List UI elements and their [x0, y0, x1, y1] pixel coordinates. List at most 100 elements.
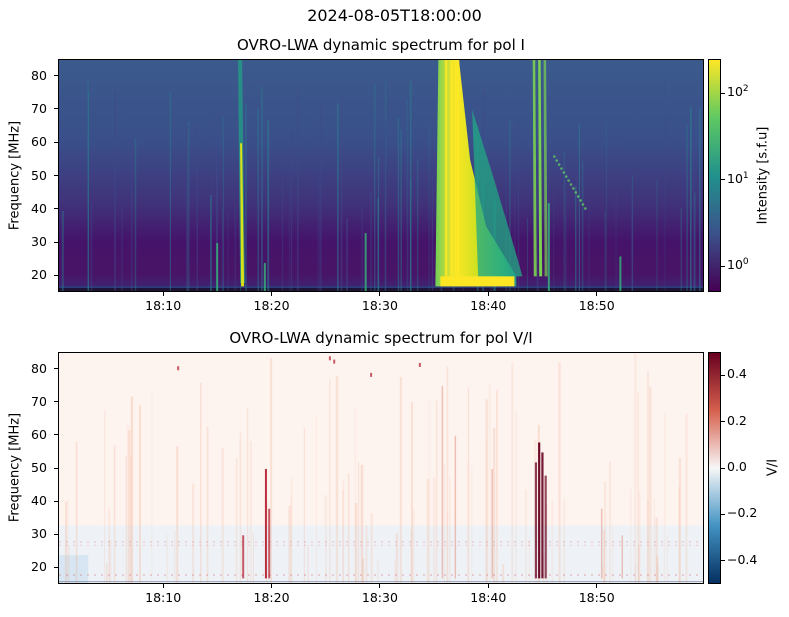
- panel1-streak: [664, 80, 666, 291]
- panel2-streak: [666, 534, 668, 583]
- x-tick-mark: [271, 584, 273, 588]
- panel1-streak: [267, 120, 270, 291]
- panel1-title: OVRO-LWA dynamic spectrum for pol I: [237, 36, 525, 54]
- panel1-streak: [630, 185, 632, 291]
- panel2-streak: [656, 565, 659, 583]
- panel2-streak: [563, 499, 566, 583]
- panel2-streak: [290, 495, 293, 583]
- panel2-streak: [139, 405, 142, 583]
- colorbar-tick-label: 0.4: [727, 366, 747, 382]
- panel1-streak: [134, 138, 137, 291]
- panel1-streak: [222, 116, 224, 291]
- figure-suptitle: 2024-08-05T18:00:00: [307, 6, 482, 25]
- panel2-streak: [443, 463, 446, 583]
- y-tick-mark: [54, 141, 58, 143]
- panel1-streak: [400, 129, 403, 291]
- panel1-streak: [61, 211, 64, 291]
- panel2-streak: [166, 534, 168, 583]
- panel2-streak: [493, 427, 496, 583]
- panel2-streak: [454, 482, 456, 583]
- panel1-burst-filament: [456, 60, 460, 277]
- panel2-streak: [678, 458, 682, 583]
- panel1-spectrogram: [58, 59, 704, 292]
- panel2-streak: [524, 489, 527, 583]
- panel1-streak: [536, 175, 539, 291]
- y-tick-mark: [54, 434, 58, 436]
- colorbar-tick-label: 101: [727, 170, 749, 186]
- panel1-streak: [604, 210, 606, 291]
- panel1-streak: [317, 163, 320, 291]
- x-tick-mark: [379, 292, 381, 296]
- panel2-streak: [221, 447, 224, 583]
- panel2-streak: [288, 505, 291, 583]
- panel1-streak: [290, 129, 293, 291]
- panel1-streak: [196, 125, 198, 291]
- x-tick-mark: [162, 584, 164, 588]
- colorbar-tick-mark: [721, 374, 725, 376]
- panel2-streak: [531, 568, 533, 583]
- y-tick-mark: [54, 75, 58, 77]
- panel1-streak: [680, 207, 683, 291]
- panel2-streak: [68, 545, 70, 583]
- panel2-streak: [601, 564, 604, 583]
- panel2-streak: [270, 358, 273, 583]
- panel2-streak: [200, 382, 202, 583]
- panel2-streak: [678, 486, 680, 583]
- x-tick-mark: [596, 584, 598, 588]
- panel2-streak: [329, 379, 331, 583]
- panel2-streak: [315, 414, 317, 583]
- panel1-streak: [216, 158, 218, 291]
- panel2-streak: [399, 376, 402, 583]
- panel2-streak: [426, 478, 430, 583]
- panel2-streak: [471, 464, 473, 583]
- panel2-polarized-burst-1844: [544, 475, 547, 579]
- panel1-burst-tail: [472, 109, 523, 277]
- colorbar-tick-label: 0.0: [727, 459, 747, 474]
- panel2-streak: [265, 501, 269, 583]
- panel2-streak: [436, 400, 438, 583]
- panel2-streak: [324, 495, 327, 583]
- panel2-streak: [655, 517, 658, 583]
- x-tick-label: 18:40: [470, 590, 507, 605]
- panel1-streak: [187, 121, 190, 291]
- panel2-streak: [515, 412, 517, 583]
- panel1-streak: [340, 95, 343, 291]
- panel1-streak: [319, 103, 322, 291]
- panel1-streak: [296, 88, 299, 291]
- colorbar-tick-mark: [721, 179, 725, 181]
- x-tick-label: 18:20: [253, 298, 290, 313]
- y-tick-mark: [54, 208, 58, 210]
- colorbar-tick-label: −0.2: [727, 505, 758, 521]
- panel2-streak: [347, 473, 350, 583]
- panel2-weak-streak: [600, 508, 603, 579]
- panel1-streak: [693, 108, 695, 291]
- panel1-streak: [281, 154, 284, 291]
- panel1-streak: [227, 212, 229, 291]
- panel2-streak: [609, 461, 612, 583]
- panel1-burst-low-freq-core: [440, 276, 515, 287]
- panel1-minor-burst: [547, 203, 550, 291]
- panel2-streak: [103, 409, 106, 583]
- y-tick-mark: [54, 401, 58, 403]
- panel2-streak: [358, 461, 360, 583]
- y-tick-mark: [54, 533, 58, 535]
- panel1-drift-dot: [581, 203, 585, 206]
- panel1-streak: [210, 195, 212, 291]
- x-tick-label: 18:50: [578, 590, 615, 605]
- panel1-streak: [234, 206, 237, 291]
- panel2-streak: [246, 407, 249, 583]
- panel1-drift-dot: [579, 199, 582, 202]
- panel2-spectrogram: [58, 352, 704, 584]
- y-tick-label: 80: [31, 67, 47, 83]
- panel2-streak: [446, 512, 449, 583]
- panel2-polarized-burst-1844: [541, 452, 544, 579]
- panel2-streak: [411, 402, 413, 583]
- panel2-streak: [663, 412, 666, 583]
- panel2-streak: [656, 556, 659, 583]
- panel1-streak: [210, 105, 212, 291]
- x-tick-label: 18:30: [361, 590, 398, 605]
- panel2-streak: [130, 455, 132, 583]
- panel2-streak: [128, 430, 131, 583]
- panel1-streak: [615, 128, 617, 291]
- panel2-streak: [638, 492, 641, 583]
